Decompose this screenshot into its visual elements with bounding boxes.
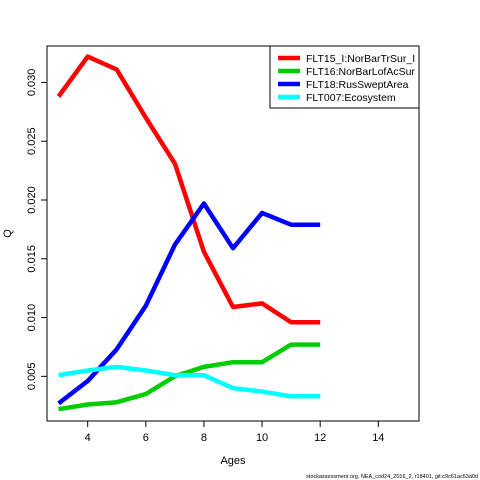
series-line-4 (58, 364, 321, 399)
legend-label: FLT15_I:NorBarTrSur_I (306, 53, 415, 65)
series-line-3 (57, 201, 321, 406)
legend-label: FLT18:RusSweptArea (306, 79, 409, 91)
y-tick-label: 0.030 (26, 69, 38, 97)
y-tick-label: 0.015 (26, 245, 38, 273)
legend-label: FLT16:NorBarLofAcSur (306, 66, 415, 78)
series-line-1 (56, 54, 321, 325)
plot-frame (46, 45, 420, 422)
y-tick-label: 0.020 (26, 186, 38, 214)
x-axis: 4 6 8 10 12 14 (85, 421, 384, 444)
legend: FLT15_I:NorBarTrSur_IFLT16:NorBarLofAcSu… (269, 45, 420, 109)
x-axis-title: Ages (220, 455, 246, 467)
x-tick-label: 12 (314, 432, 326, 444)
y-axis: 0.005 0.010 0.015 0.020 0.025 0.030 (26, 69, 47, 390)
y-tick-label: 0.010 (26, 304, 38, 332)
x-tick-label: 6 (143, 432, 149, 444)
x-tick-label: 10 (256, 432, 268, 444)
x-tick-label: 4 (85, 432, 91, 444)
footnote: stockassessment.org, NEA_cod24_2016_2, r… (306, 474, 478, 480)
y-tick-label: 0.025 (26, 127, 38, 155)
y-axis-title: Q (2, 229, 14, 238)
series-line-2 (58, 342, 321, 412)
y-tick-label: 0.005 (26, 363, 38, 391)
legend-label: FLT007:Ecosystem (306, 92, 396, 104)
series-lines (56, 54, 321, 412)
x-tick-label: 14 (372, 432, 384, 444)
x-tick-label: 8 (201, 432, 207, 444)
